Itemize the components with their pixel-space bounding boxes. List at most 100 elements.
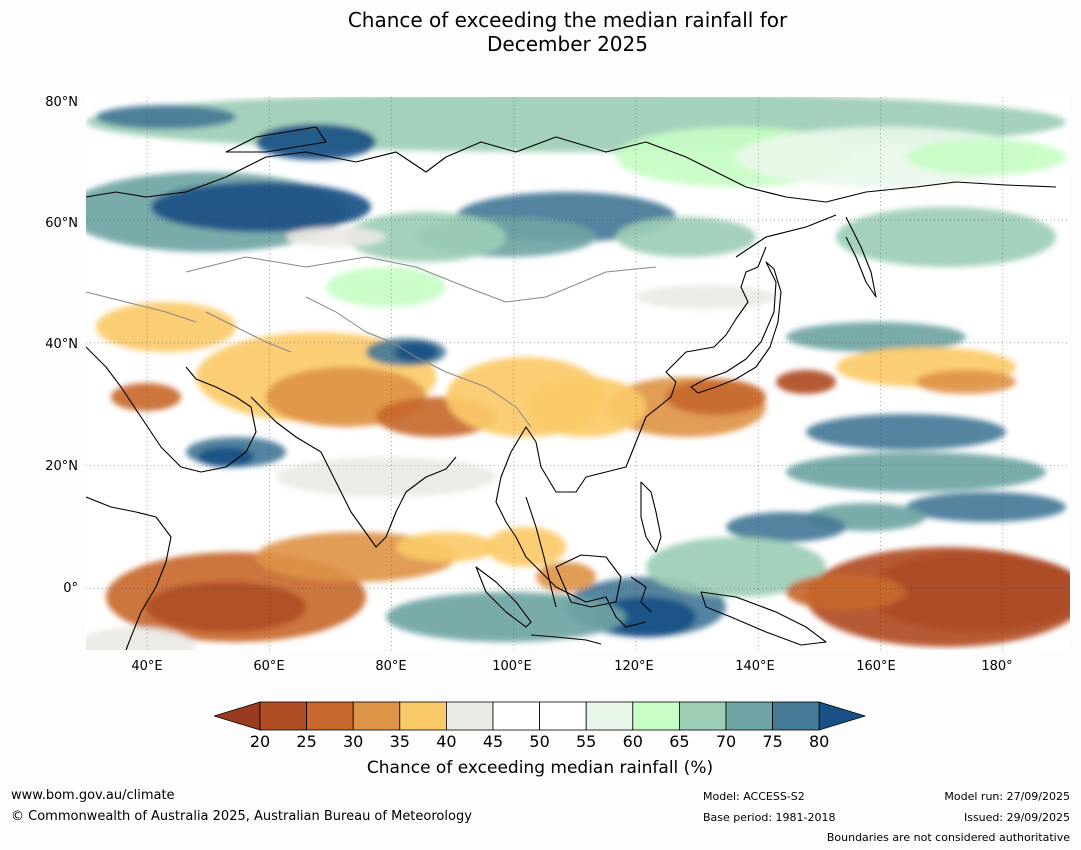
map-title: Chance of exceeding the median rainfall … [0, 8, 1081, 56]
lon-label-80e: 80°E [375, 659, 407, 674]
colorbar-tick: 55 [576, 732, 597, 751]
rainfall-anomaly-region [726, 512, 846, 542]
border-line [305, 296, 532, 428]
rainfall-anomaly-region [396, 532, 496, 562]
lon-label-180: 180° [981, 659, 1013, 674]
colorbar-segment [725, 701, 773, 731]
kola-coastline [225, 126, 327, 153]
okhotsk-coastline [735, 214, 837, 258]
lon-label-100e: 100°E [492, 659, 532, 674]
arabia-coastline [86, 346, 257, 473]
colorbar-segment [352, 701, 401, 731]
africa-coastline [86, 496, 172, 650]
sumatra-coastline [475, 566, 532, 628]
lon-label-40e: 40°E [131, 659, 163, 674]
rainfall-anomaly-region [666, 379, 766, 415]
colorbar-segment [539, 701, 587, 731]
rainfall-anomaly-region [86, 627, 196, 650]
rainfall-anomaly-region [906, 492, 1066, 522]
lat-label-40n: 40°N [45, 337, 78, 352]
rainfall-anomaly-region [346, 212, 506, 262]
title-line-1: Chance of exceeding the median rainfall … [347, 8, 788, 32]
colorbar-tick: 25 [296, 732, 317, 751]
rainfall-anomaly-region [286, 227, 386, 247]
rainfall-anomaly-region [806, 414, 1006, 450]
title-line-2: December 2025 [487, 32, 648, 56]
disclaimer-text: Boundaries are not considered authoritat… [826, 831, 1070, 844]
colorbar-tick: 75 [762, 732, 783, 751]
colorbar-segment [632, 701, 680, 731]
graticule [86, 97, 1070, 650]
coastlines [86, 126, 1057, 650]
lat-label-0: 0° [63, 581, 78, 596]
website-link[interactable]: www.bom.gov.au/climate [11, 788, 175, 803]
india-coastline [250, 396, 457, 548]
colorbar-tick: 35 [389, 732, 410, 751]
lat-label-60n: 60°N [45, 216, 78, 231]
rainfall-anomaly-region [96, 105, 236, 129]
border-line [205, 311, 292, 353]
rainfall-anomaly-region [386, 592, 626, 642]
colorbar-tick: 50 [529, 732, 550, 751]
rainfall-anomaly-region [786, 574, 906, 610]
copyright-text: © Commonwealth of Australia 2025, Austra… [11, 809, 472, 824]
rainfall-anomaly-region [486, 527, 566, 567]
colorbar-tick: 45 [482, 732, 504, 751]
colorbar-arrow-high [818, 701, 866, 731]
arctic-coastline [86, 136, 1057, 203]
rainfall-anomaly-region [786, 322, 966, 352]
rainfall-anomaly-region [906, 139, 1066, 175]
colorbar-tick: 60 [622, 732, 643, 751]
japan-coastline [690, 261, 782, 394]
rainfall-anomaly-region [836, 207, 1056, 267]
rainfall-anomaly-region [596, 597, 696, 637]
rainfall-anomaly-region [616, 217, 756, 257]
rainfall-anomaly-region [151, 182, 371, 232]
rainfall-anomaly-region [536, 562, 596, 592]
rainfall-anomaly-region [111, 383, 181, 411]
rainfall-anomaly-region [806, 547, 1070, 647]
new-guinea-coastline [700, 591, 827, 646]
lon-label-160e: 160°E [856, 659, 896, 674]
rainfall-anomaly-region [146, 582, 306, 632]
rainfall-anomaly-region [394, 342, 438, 362]
rainfall-anomaly-region [526, 377, 646, 437]
colorbar-segment [445, 701, 494, 731]
rainfall-map [86, 97, 1070, 650]
model-text: Model: ACCESS-S2 [703, 790, 805, 803]
sulawesi-coastline [630, 576, 652, 613]
border-line [185, 256, 657, 303]
lon-label-140e: 140°E [735, 659, 775, 674]
country-borders [86, 256, 657, 428]
lat-label-80n: 80°N [45, 95, 78, 110]
philippines-coastline [640, 481, 662, 553]
rainfall-anomaly-region [326, 267, 446, 307]
colorbar-tick: 80 [809, 732, 830, 751]
java-coastline [530, 634, 602, 645]
border-line [86, 291, 197, 323]
colorbar [214, 701, 866, 731]
anomaly-field [86, 97, 1070, 650]
colorbar-segment [772, 701, 820, 731]
colorbar-segment [399, 701, 447, 731]
colorbar-tick: 20 [249, 732, 271, 751]
rainfall-anomaly-region [96, 302, 236, 352]
rainfall-anomaly-region [776, 370, 836, 394]
colorbar-arrow-low [214, 701, 261, 731]
rainfall-anomaly-region [636, 285, 776, 309]
colorbar-segment [492, 701, 540, 731]
colorbar-tick: 65 [669, 732, 690, 751]
indochina-coastline [525, 496, 557, 608]
colorbar-segment [678, 701, 727, 731]
colorbar-segment [585, 701, 634, 731]
colorbar-tick: 70 [715, 732, 737, 751]
colorbar-segment [306, 701, 354, 731]
base-period-text: Base period: 1981-2018 [703, 811, 836, 824]
map-canvas [86, 97, 1070, 650]
lat-label-20n: 20°N [45, 459, 78, 474]
colorbar-tick: 40 [436, 732, 457, 751]
issued-text: Issued: 29/09/2025 [963, 811, 1070, 824]
rainfall-anomaly-region [198, 447, 254, 467]
rainfall-anomaly-region [256, 124, 376, 160]
borneo-coastline [555, 554, 622, 608]
